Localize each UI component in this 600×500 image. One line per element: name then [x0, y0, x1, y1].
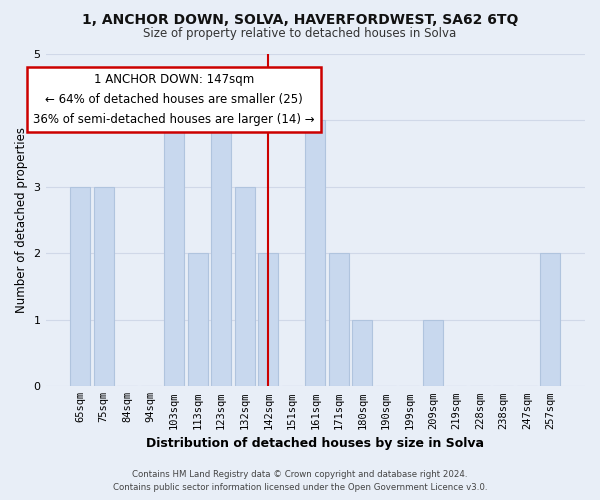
Bar: [188, 254, 208, 386]
Bar: [164, 120, 184, 386]
Text: 1 ANCHOR DOWN: 147sqm
← 64% of detached houses are smaller (25)
36% of semi-deta: 1 ANCHOR DOWN: 147sqm ← 64% of detached …: [34, 72, 315, 126]
Bar: [235, 187, 255, 386]
Text: 1, ANCHOR DOWN, SOLVA, HAVERFORDWEST, SA62 6TQ: 1, ANCHOR DOWN, SOLVA, HAVERFORDWEST, SA…: [82, 12, 518, 26]
Bar: [352, 320, 373, 386]
Bar: [541, 254, 560, 386]
Bar: [70, 187, 90, 386]
Text: Contains HM Land Registry data © Crown copyright and database right 2024.
Contai: Contains HM Land Registry data © Crown c…: [113, 470, 487, 492]
X-axis label: Distribution of detached houses by size in Solva: Distribution of detached houses by size …: [146, 437, 484, 450]
Bar: [423, 320, 443, 386]
Bar: [211, 120, 231, 386]
Text: Size of property relative to detached houses in Solva: Size of property relative to detached ho…: [143, 28, 457, 40]
Y-axis label: Number of detached properties: Number of detached properties: [15, 127, 28, 313]
Bar: [329, 254, 349, 386]
Bar: [94, 187, 113, 386]
Bar: [305, 120, 325, 386]
Bar: [258, 254, 278, 386]
